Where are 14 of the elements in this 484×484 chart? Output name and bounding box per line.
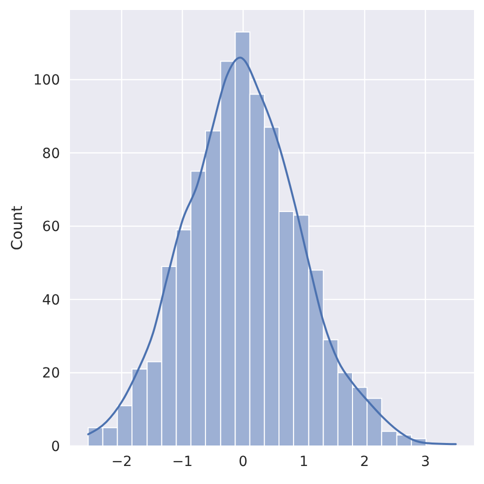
x-tick-label: −1	[172, 454, 193, 470]
y-tick-label: 40	[42, 292, 60, 308]
y-tick-label: 20	[42, 366, 60, 382]
line-series	[87, 56, 457, 446]
x-tick-label: 2	[360, 454, 370, 470]
x-tick-label: −2	[111, 454, 132, 470]
y-axis-title: Count	[8, 206, 26, 250]
x-tick-label: 0	[238, 454, 248, 470]
y-tick-label: 100	[33, 72, 60, 89]
x-tick-label: 3	[420, 454, 430, 470]
x-tick-label: 1	[299, 454, 308, 470]
y-tick-label: 60	[42, 219, 60, 236]
y-tick-label: 80	[42, 146, 60, 162]
y-tick-label: 0	[51, 438, 60, 455]
